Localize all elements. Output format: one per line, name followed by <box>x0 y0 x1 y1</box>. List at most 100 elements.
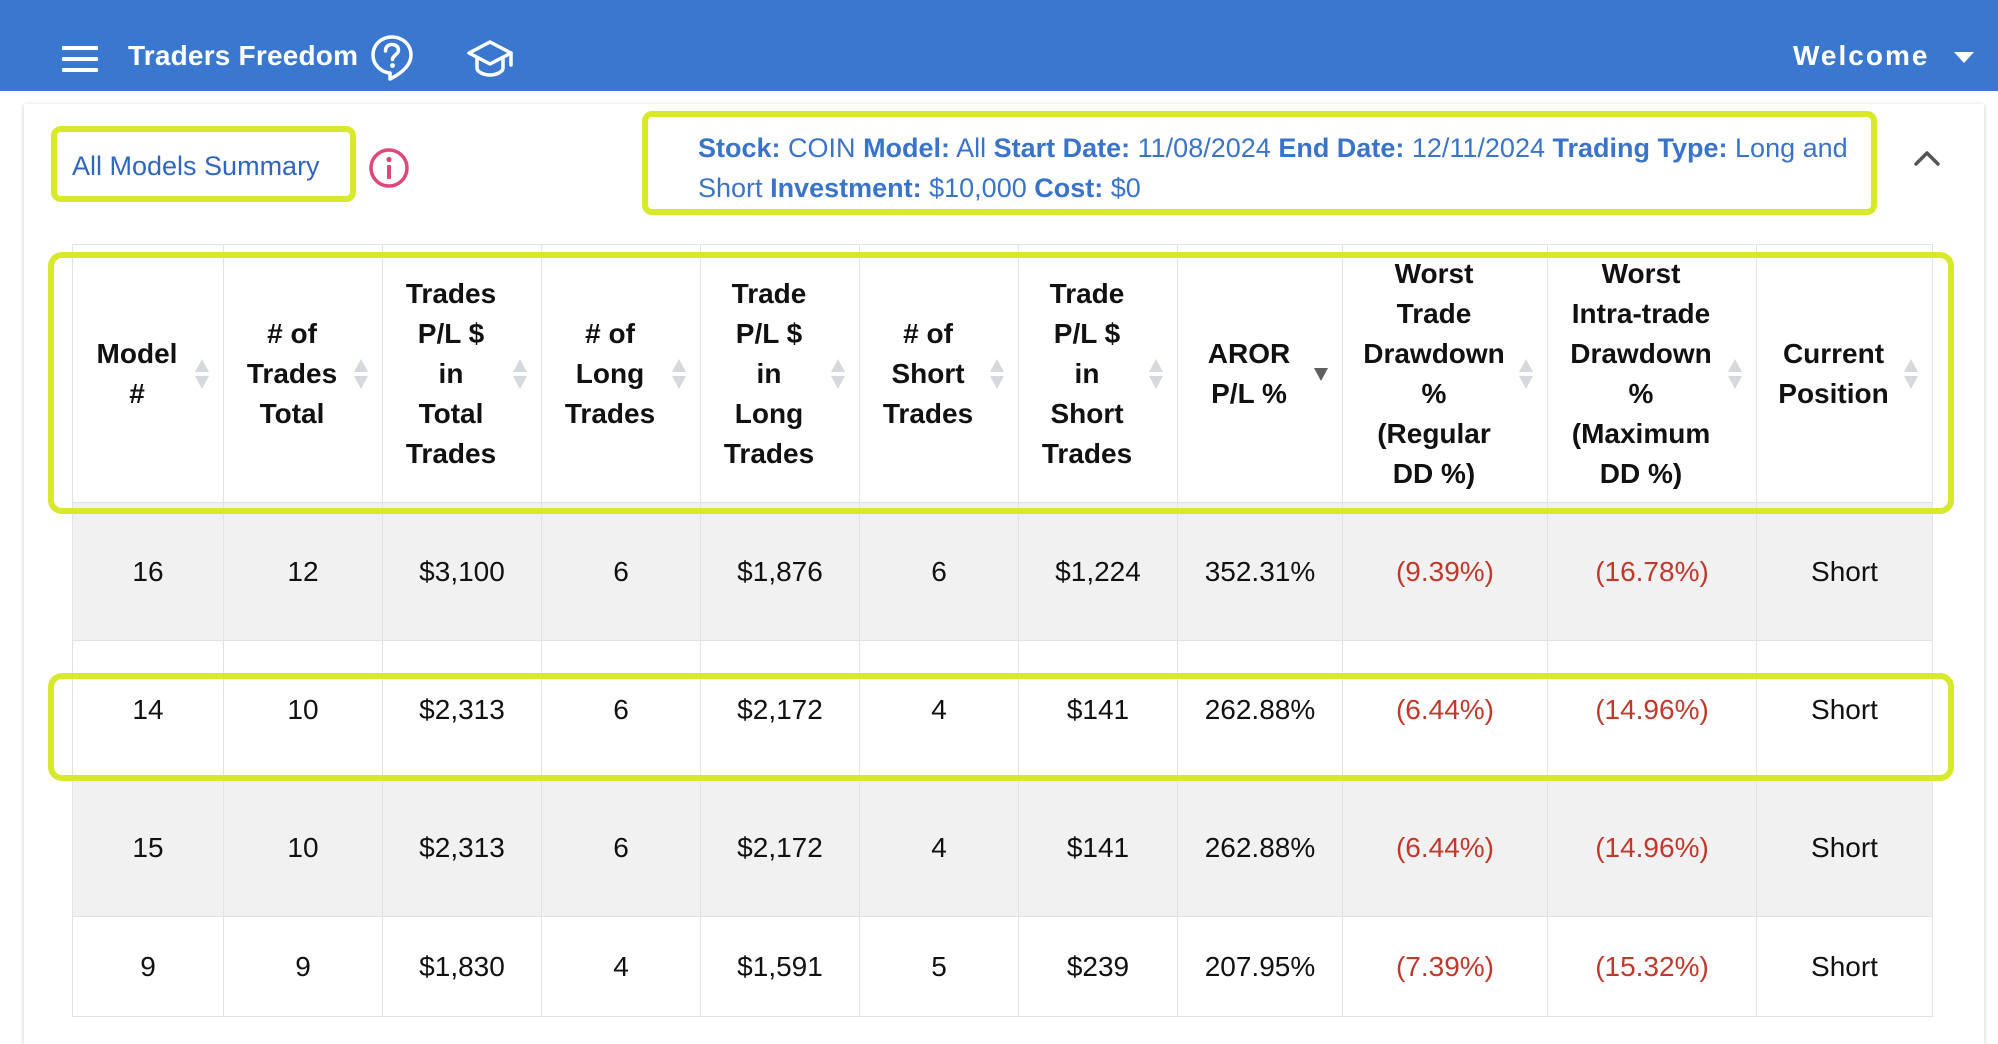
cell-short-trades: 6 <box>859 502 1019 641</box>
cell-worst-intra-dd: (15.32%) <box>1547 916 1757 1017</box>
column-header-label: Model # <box>77 334 197 414</box>
table-row[interactable]: 16 12 $3,100 6 $1,876 6 $1,224 352.31% (9.39%) (1… <box>72 502 1933 641</box>
filter-summary: Stock: COIN Model: All Start Date: 11/08… <box>698 128 1858 208</box>
cost-label: Cost: <box>1034 173 1104 203</box>
sort-icon[interactable] <box>672 357 686 391</box>
header-line: Total <box>259 397 325 429</box>
table-row[interactable]: 9 9 $1,830 4 $1,591 5 $239 207.95% (7.39%) (15.32… <box>72 916 1933 1017</box>
sort-icon[interactable] <box>1314 357 1328 391</box>
column-header-label: Worst Intra-trade Drawdown% (Maximum DD %) <box>1552 254 1730 494</box>
column-header-pl-total[interactable]: Trades P/L $ in Total Trades <box>382 244 542 503</box>
header-line: in <box>756 357 782 389</box>
cell-current-position: Short <box>1756 640 1933 779</box>
column-header-label: # of Trades Total <box>228 314 356 434</box>
cell-worst-intra-dd: (16.78%) <box>1547 502 1757 641</box>
column-header-label: AROR P/L % <box>1182 334 1316 414</box>
cell-model: 14 <box>72 640 224 779</box>
column-header-long-trades[interactable]: # of Long Trades <box>541 244 701 503</box>
sort-icon[interactable] <box>195 357 209 391</box>
header-line: Drawdown <box>1570 337 1712 369</box>
header-line: (Maximum <box>1571 417 1711 449</box>
investment-value: $10,000 <box>929 173 1027 203</box>
summary-title-highlight <box>51 126 356 202</box>
column-header-pl-long[interactable]: Trade P/L $ in Long Trades <box>700 244 860 503</box>
cell-pl-total: $2,313 <box>382 778 542 917</box>
column-header-label: # of Short Trades <box>864 314 992 434</box>
column-header-pl-short[interactable]: Trade P/L $ in Short Trades <box>1018 244 1178 503</box>
cell-current-position: Short <box>1756 778 1933 917</box>
header-line: # <box>129 377 145 409</box>
header-line: Long <box>575 357 645 389</box>
column-header-current-position[interactable]: Current Position <box>1756 244 1933 503</box>
chevron-up-icon[interactable] <box>1912 146 1942 170</box>
cell-pl-total: $3,100 <box>382 502 542 641</box>
header-line: Trades <box>564 397 656 429</box>
header-line: Long <box>734 397 804 429</box>
column-header-aror[interactable]: AROR P/L % <box>1177 244 1343 503</box>
cell-current-position: Short <box>1756 916 1933 1017</box>
column-header-trades-total[interactable]: # of Trades Total <box>223 244 383 503</box>
header-line: Trades <box>246 357 338 389</box>
header-line: Short <box>891 357 965 389</box>
investment-label: Investment: <box>770 173 922 203</box>
help-icon[interactable] <box>370 34 414 82</box>
table-row[interactable]: 15 10 $2,313 6 $2,172 4 $141 262.88% (6.44%) (14.… <box>72 778 1933 917</box>
cell-pl-short: $141 <box>1018 778 1178 917</box>
column-header-model[interactable]: Model # <box>72 244 224 503</box>
end-date-label: End Date: <box>1278 133 1405 163</box>
model-label: Model: <box>863 133 951 163</box>
header-line: Worst <box>1394 257 1474 289</box>
column-header-label: Worst Trade Drawdown% (Regular DD %) <box>1347 254 1521 494</box>
model-value: All <box>956 133 987 163</box>
header-line: P/L $ <box>1053 317 1121 349</box>
cell-pl-short: $141 <box>1018 640 1178 779</box>
stock-label: Stock: <box>698 133 781 163</box>
cell-aror: 262.88% <box>1177 640 1343 779</box>
header-line: Trade <box>731 277 807 309</box>
start-date-value: 11/08/2024 <box>1137 133 1271 163</box>
cell-short-trades: 5 <box>859 916 1019 1017</box>
all-models-summary-link[interactable]: All Models Summary <box>72 151 320 181</box>
cell-pl-long: $1,591 <box>700 916 860 1017</box>
menu-icon[interactable] <box>62 46 98 72</box>
column-header-worst-trade-dd[interactable]: Worst Trade Drawdown% (Regular DD %) <box>1342 244 1548 503</box>
sort-icon[interactable] <box>831 357 845 391</box>
header-line: P/L % <box>1211 377 1287 409</box>
trading-type-label: Trading Type: <box>1552 133 1728 163</box>
graduation-cap-icon[interactable] <box>466 38 514 78</box>
cell-model: 16 <box>72 502 224 641</box>
header-line: AROR <box>1207 337 1291 369</box>
column-header-short-trades[interactable]: # of Short Trades <box>859 244 1019 503</box>
header-line: Drawdown <box>1363 337 1505 369</box>
table-body: 16 12 $3,100 6 $1,876 6 $1,224 352.31% (9.39%) (1… <box>72 502 1933 1017</box>
cell-worst-trade-dd: (6.44%) <box>1342 778 1548 917</box>
sort-icon[interactable] <box>1149 357 1163 391</box>
sort-icon[interactable] <box>1904 357 1918 391</box>
end-date-value: 12/11/2024 <box>1411 133 1545 163</box>
app-title[interactable]: Traders Freedom <box>128 40 359 71</box>
cell-long-trades: 6 <box>541 778 701 917</box>
header-line: Current <box>1782 337 1885 369</box>
header-line: # of <box>585 317 635 349</box>
welcome-menu[interactable]: Welcome <box>1793 40 1930 71</box>
column-header-worst-intra-dd[interactable]: Worst Intra-trade Drawdown% (Maximum DD %) <box>1547 244 1757 503</box>
row-highlight <box>48 673 1954 781</box>
cell-pl-long: $1,876 <box>700 502 860 641</box>
cell-worst-trade-dd: (6.44%) <box>1342 640 1548 779</box>
info-icon[interactable] <box>368 147 410 189</box>
header-line: # of <box>267 317 317 349</box>
start-date-label: Start Date: <box>993 133 1131 163</box>
sort-icon[interactable] <box>990 357 1004 391</box>
column-header-label: Current Position <box>1761 334 1906 414</box>
chevron-down-icon[interactable] <box>1954 52 1974 63</box>
cell-short-trades: 4 <box>859 778 1019 917</box>
header-line: P/L $ <box>735 317 803 349</box>
sort-icon[interactable] <box>1519 357 1533 391</box>
cell-trades-total: 12 <box>223 502 383 641</box>
sort-icon[interactable] <box>513 357 527 391</box>
table-row[interactable]: 14 10 $2,313 6 $2,172 4 $141 262.88% (6.44%) (14.… <box>72 640 1933 779</box>
sort-icon[interactable] <box>1728 357 1742 391</box>
app-bar: Traders Freedom Welcome <box>0 0 1998 91</box>
sort-icon[interactable] <box>354 357 368 391</box>
header-line: Worst <box>1601 257 1681 289</box>
